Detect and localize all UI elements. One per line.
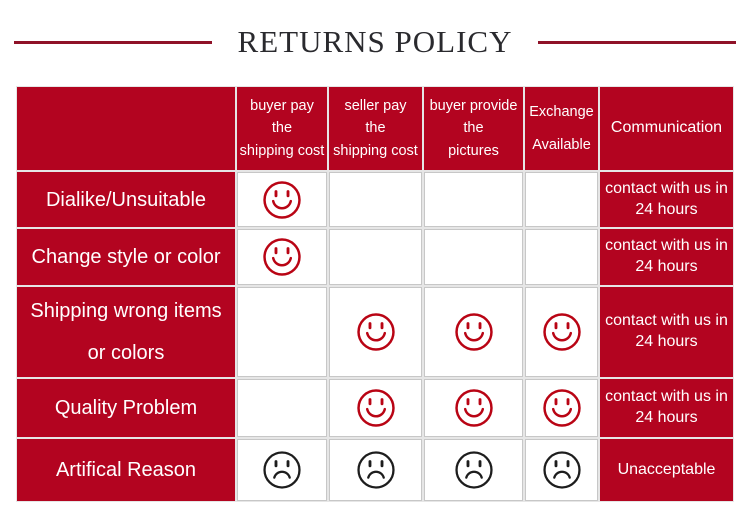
smiley-face-icon: [454, 313, 493, 351]
page-title: RETURNS POLICY: [237, 24, 513, 59]
header-line: Exchange: [529, 104, 594, 121]
sad-face-icon: [263, 451, 301, 489]
header-seller-pay: seller pay the shipping cost: [329, 87, 422, 170]
communication-cell: Unacceptable: [600, 439, 733, 501]
row-label: Quality Problem: [17, 379, 235, 437]
mark-cell: [329, 379, 422, 437]
sad-face-icon: [454, 451, 493, 489]
sad-face-icon: [542, 451, 581, 489]
communication-cell: contact with us in 24 hours: [600, 229, 733, 285]
mark-cell: [525, 229, 598, 285]
mark-cell: [237, 439, 327, 501]
mark-cell: [525, 287, 598, 377]
communication-cell: contact with us in 24 hours: [600, 287, 733, 377]
row-label: Artifical Reason: [17, 439, 235, 501]
smiley-face-icon: [542, 313, 581, 351]
mark-cell: [329, 229, 422, 285]
header-line: shipping cost: [333, 142, 418, 159]
mark-cell: [525, 379, 598, 437]
row-label: Change style or color: [17, 229, 235, 285]
mark-cell: [329, 287, 422, 377]
header-line: Available: [532, 136, 591, 153]
header-exchange: Exchange Available: [525, 87, 598, 170]
returns-policy-table: buyer pay the shipping cost seller pay t…: [16, 86, 734, 502]
header-communication: Communication: [600, 87, 733, 170]
title-rule-left: [14, 40, 212, 44]
smiley-face-icon: [356, 389, 395, 427]
mark-cell: [329, 172, 422, 227]
header-line: shipping cost: [239, 142, 325, 159]
mark-cell: [237, 172, 327, 227]
sad-face-icon: [356, 451, 395, 489]
header-line: buyer provide: [429, 97, 518, 114]
header-buyer-pay: buyer pay the shipping cost: [237, 87, 327, 170]
mark-cell: [237, 379, 327, 437]
mark-cell: [525, 172, 598, 227]
mark-cell: [424, 172, 523, 227]
header-blank-cell: [17, 87, 235, 170]
title-rule-right: [538, 40, 737, 44]
row-label: Dialike/Unsuitable: [17, 172, 235, 227]
mark-cell: [424, 229, 523, 285]
communication-cell: contact with us in 24 hours: [600, 379, 733, 437]
mark-cell: [237, 229, 327, 285]
smiley-face-icon: [263, 238, 301, 276]
header-line: Communication: [610, 119, 723, 137]
smiley-face-icon: [542, 389, 581, 427]
header-line: the: [365, 120, 386, 137]
communication-cell: contact with us in 24 hours: [600, 172, 733, 227]
mark-cell: [237, 287, 327, 377]
smiley-face-icon: [263, 180, 301, 219]
header-line: buyer pay: [250, 97, 314, 114]
header-line: seller pay: [344, 97, 407, 114]
smiley-face-icon: [356, 313, 395, 351]
header-buyer-provide: buyer provide the pictures: [424, 87, 523, 170]
header-line: pictures: [448, 142, 499, 159]
mark-cell: [424, 439, 523, 501]
mark-cell: [424, 287, 523, 377]
smiley-face-icon: [454, 389, 493, 427]
title-banner: RETURNS POLICY: [14, 24, 737, 60]
row-label: Shipping wrong items or colors: [17, 287, 235, 377]
header-line: the: [463, 120, 484, 137]
mark-cell: [525, 439, 598, 501]
mark-cell: [329, 439, 422, 501]
mark-cell: [424, 379, 523, 437]
header-line: the: [271, 120, 293, 137]
